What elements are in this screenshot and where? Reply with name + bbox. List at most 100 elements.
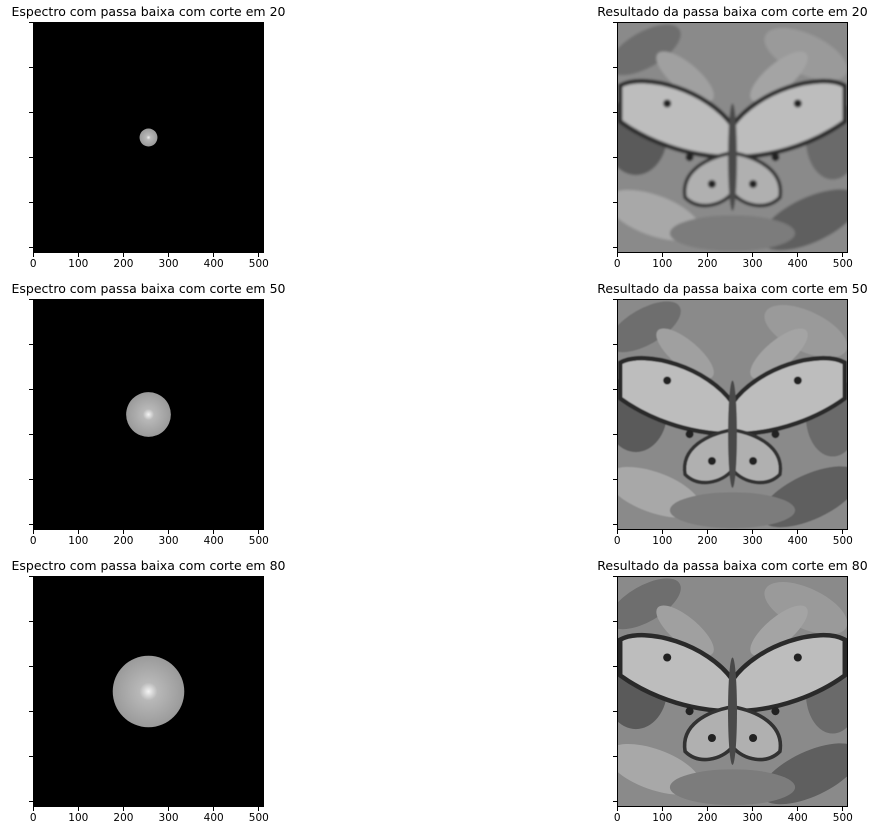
x-tick-mark xyxy=(168,253,170,257)
x-tick-label: 100 xyxy=(68,812,89,824)
x-tick-mark xyxy=(213,807,215,811)
y-tick-mark xyxy=(29,21,33,23)
x-tick-label: 300 xyxy=(158,258,179,270)
y-tick-mark xyxy=(613,343,617,345)
passband-disk xyxy=(112,655,185,728)
x-tick-label: 500 xyxy=(248,812,269,824)
image-plot xyxy=(34,23,263,252)
y-tick-mark xyxy=(29,711,33,713)
x-tick-label: 0 xyxy=(29,812,37,824)
y-tick-mark xyxy=(613,756,617,758)
image-plot xyxy=(34,300,263,529)
x-tick-label: 0 xyxy=(613,535,621,547)
axes-frame xyxy=(33,576,264,807)
y-tick-mark xyxy=(29,801,33,803)
filtered-image xyxy=(618,23,847,252)
y-tick-mark xyxy=(29,111,33,113)
x-tick-mark xyxy=(77,253,79,257)
x-tick-label: 500 xyxy=(832,812,853,824)
x-tick-label: 300 xyxy=(742,812,763,824)
subplot-title: Espectro com passa baixa com corte em 50 xyxy=(11,281,286,296)
x-tick-mark xyxy=(797,253,799,257)
x-tick-label: 200 xyxy=(113,258,134,270)
y-tick-mark xyxy=(29,756,33,758)
x-tick-mark xyxy=(258,530,260,534)
y-tick-mark xyxy=(613,21,617,23)
y-tick-mark xyxy=(29,157,33,159)
y-tick-mark xyxy=(29,298,33,300)
x-tick-mark xyxy=(706,253,708,257)
axes-frame xyxy=(617,22,848,253)
x-tick-mark xyxy=(77,807,79,811)
x-tick-mark xyxy=(122,530,124,534)
x-tick-label: 200 xyxy=(697,535,718,547)
y-tick-mark xyxy=(613,801,617,803)
x-tick-mark xyxy=(213,530,215,534)
passband-disk xyxy=(126,392,171,437)
x-tick-label: 200 xyxy=(113,812,134,824)
y-tick-mark xyxy=(613,575,617,577)
x-tick-mark xyxy=(661,807,663,811)
x-tick-mark xyxy=(797,530,799,534)
x-tick-label: 300 xyxy=(158,535,179,547)
y-tick-mark xyxy=(613,620,617,622)
x-tick-label: 500 xyxy=(248,258,269,270)
x-tick-label: 300 xyxy=(742,258,763,270)
y-tick-mark xyxy=(29,202,33,204)
y-tick-mark xyxy=(29,575,33,577)
y-tick-mark xyxy=(29,343,33,345)
x-tick-label: 200 xyxy=(697,258,718,270)
x-tick-label: 400 xyxy=(787,812,808,824)
subplot-title: Espectro com passa baixa com corte em 80 xyxy=(11,558,286,573)
x-tick-mark xyxy=(797,807,799,811)
x-tick-mark xyxy=(661,530,663,534)
y-tick-mark xyxy=(29,479,33,481)
y-tick-mark xyxy=(613,479,617,481)
axes-frame xyxy=(33,299,264,530)
y-tick-mark xyxy=(613,202,617,204)
y-tick-mark xyxy=(613,711,617,713)
x-tick-mark xyxy=(32,253,34,257)
x-tick-label: 200 xyxy=(697,812,718,824)
x-tick-mark xyxy=(32,807,34,811)
x-tick-mark xyxy=(77,530,79,534)
x-tick-mark xyxy=(661,253,663,257)
filtered-image xyxy=(618,300,847,529)
x-tick-mark xyxy=(616,253,618,257)
x-tick-label: 100 xyxy=(652,535,673,547)
x-tick-label: 400 xyxy=(203,258,224,270)
y-tick-mark xyxy=(613,247,617,249)
passband-disk xyxy=(139,128,158,147)
x-tick-mark xyxy=(706,807,708,811)
x-tick-mark xyxy=(752,530,754,534)
x-tick-mark xyxy=(842,253,844,257)
x-tick-label: 100 xyxy=(652,258,673,270)
x-tick-label: 200 xyxy=(113,535,134,547)
x-tick-mark xyxy=(213,253,215,257)
x-tick-mark xyxy=(752,807,754,811)
x-tick-label: 400 xyxy=(787,535,808,547)
y-tick-mark xyxy=(613,298,617,300)
x-tick-mark xyxy=(258,253,260,257)
x-tick-label: 0 xyxy=(613,812,621,824)
x-tick-label: 100 xyxy=(652,812,673,824)
y-tick-mark xyxy=(29,247,33,249)
y-tick-mark xyxy=(29,665,33,667)
axes-frame xyxy=(617,299,848,530)
subplot-title: Resultado da passa baixa com corte em 20 xyxy=(597,4,868,19)
x-tick-mark xyxy=(842,530,844,534)
y-tick-mark xyxy=(29,620,33,622)
x-tick-label: 400 xyxy=(787,258,808,270)
x-tick-mark xyxy=(258,807,260,811)
image-plot xyxy=(618,23,847,252)
x-tick-mark xyxy=(752,253,754,257)
image-plot xyxy=(34,577,263,806)
x-tick-label: 400 xyxy=(203,812,224,824)
x-tick-label: 500 xyxy=(832,535,853,547)
y-tick-mark xyxy=(29,524,33,526)
y-tick-mark xyxy=(613,524,617,526)
x-tick-label: 400 xyxy=(203,535,224,547)
x-tick-mark xyxy=(122,253,124,257)
x-tick-mark xyxy=(842,807,844,811)
axes-frame xyxy=(617,576,848,807)
